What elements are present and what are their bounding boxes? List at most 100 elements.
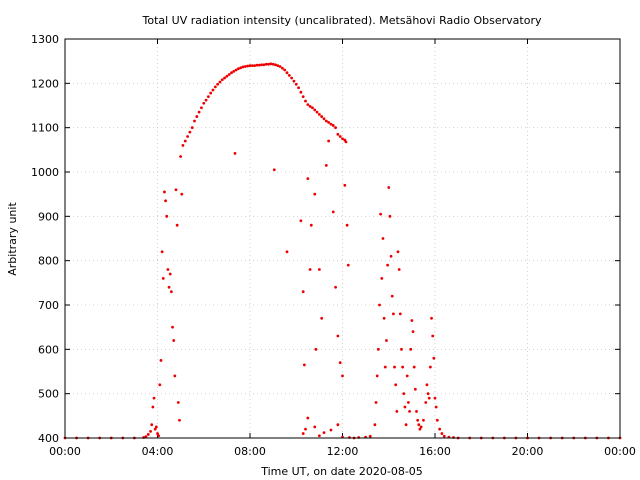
data-point	[181, 144, 185, 147]
data-point	[378, 303, 381, 307]
data-point	[178, 418, 181, 422]
data-point	[400, 347, 403, 351]
data-point	[149, 429, 152, 433]
data-point	[301, 95, 305, 99]
data-point	[315, 110, 319, 114]
data-point	[241, 65, 245, 69]
y-tick-label: 1000	[31, 166, 59, 179]
data-point	[409, 347, 413, 351]
data-point	[418, 427, 422, 431]
data-point	[386, 263, 389, 267]
data-point	[186, 135, 189, 138]
data-point	[313, 425, 317, 429]
data-point	[216, 82, 220, 86]
data-point	[343, 183, 347, 187]
data-point	[334, 285, 337, 289]
x-tick-label: 00:00	[49, 445, 81, 458]
y-tick-label: 400	[38, 432, 59, 445]
data-point	[308, 104, 312, 108]
data-point	[237, 67, 240, 71]
data-point	[202, 101, 206, 105]
data-point	[435, 418, 439, 422]
y-tick-label: 700	[38, 299, 59, 312]
y-tick-label: 1300	[31, 33, 59, 46]
data-point	[317, 112, 321, 116]
data-point	[302, 363, 306, 367]
data-point	[389, 254, 393, 258]
data-point	[160, 250, 164, 254]
data-point	[395, 410, 399, 413]
data-point	[308, 268, 312, 271]
data-point	[168, 272, 172, 276]
data-point	[346, 263, 350, 267]
data-point	[380, 277, 384, 280]
data-point	[299, 90, 303, 94]
data-point	[383, 365, 387, 369]
data-point	[243, 65, 247, 68]
data-point	[324, 163, 328, 167]
data-point	[417, 423, 421, 427]
data-point	[232, 69, 236, 73]
data-point	[262, 63, 266, 67]
data-point	[317, 268, 321, 271]
data-point	[253, 64, 257, 67]
data-point	[320, 316, 324, 320]
data-point	[314, 347, 318, 351]
y-tick-label: 1200	[31, 77, 59, 90]
data-point	[227, 73, 231, 76]
data-point	[204, 98, 208, 102]
data-point	[432, 356, 436, 360]
data-point	[393, 365, 396, 369]
data-point	[341, 374, 344, 378]
data-point	[195, 115, 199, 118]
data-point	[408, 410, 411, 413]
data-point	[301, 432, 305, 435]
x-tick-label: 16:00	[419, 445, 451, 458]
data-point	[174, 188, 178, 192]
data-point	[327, 120, 331, 124]
grid-lines	[65, 39, 620, 438]
data-point	[223, 76, 226, 80]
data-point	[285, 71, 289, 75]
data-point	[285, 250, 289, 254]
x-tick-label: 12:00	[327, 445, 359, 458]
data-point	[329, 428, 333, 432]
data-point	[412, 365, 416, 369]
data-point	[166, 268, 170, 271]
data-point	[179, 155, 183, 158]
data-point	[338, 361, 342, 365]
data-point	[331, 210, 335, 214]
data-point	[431, 334, 435, 338]
data-point	[309, 223, 313, 227]
data-point	[153, 427, 157, 431]
data-point	[230, 71, 233, 75]
y-tick-label: 600	[38, 343, 59, 356]
data-point	[294, 82, 298, 86]
data-point	[416, 418, 420, 422]
y-tick-label: 1100	[31, 122, 59, 135]
data-point	[163, 190, 166, 194]
data-point	[334, 126, 337, 130]
data-point	[190, 126, 194, 130]
data-point	[175, 223, 179, 227]
data-point	[165, 214, 169, 218]
data-point	[368, 434, 372, 438]
data-point	[336, 132, 340, 136]
data-point	[430, 316, 433, 320]
data-point	[425, 383, 429, 387]
data-point	[180, 192, 184, 196]
data-point	[405, 374, 409, 378]
x-axis-label: Time UT, on date 2020-08-05	[260, 465, 423, 478]
data-point	[257, 63, 261, 67]
data-point	[428, 365, 432, 369]
data-point	[324, 119, 328, 123]
data-point	[264, 62, 268, 66]
x-tick-label: 00:00	[604, 445, 636, 458]
data-point	[267, 62, 270, 66]
data-point	[246, 64, 250, 68]
axis-ticks: 00:00 04:00 08:00 12:00 16:00 20:00 00:0040050…	[31, 33, 636, 458]
data-point	[402, 392, 406, 396]
data-point	[156, 432, 159, 435]
data-point	[394, 383, 398, 387]
data-point	[206, 95, 210, 99]
